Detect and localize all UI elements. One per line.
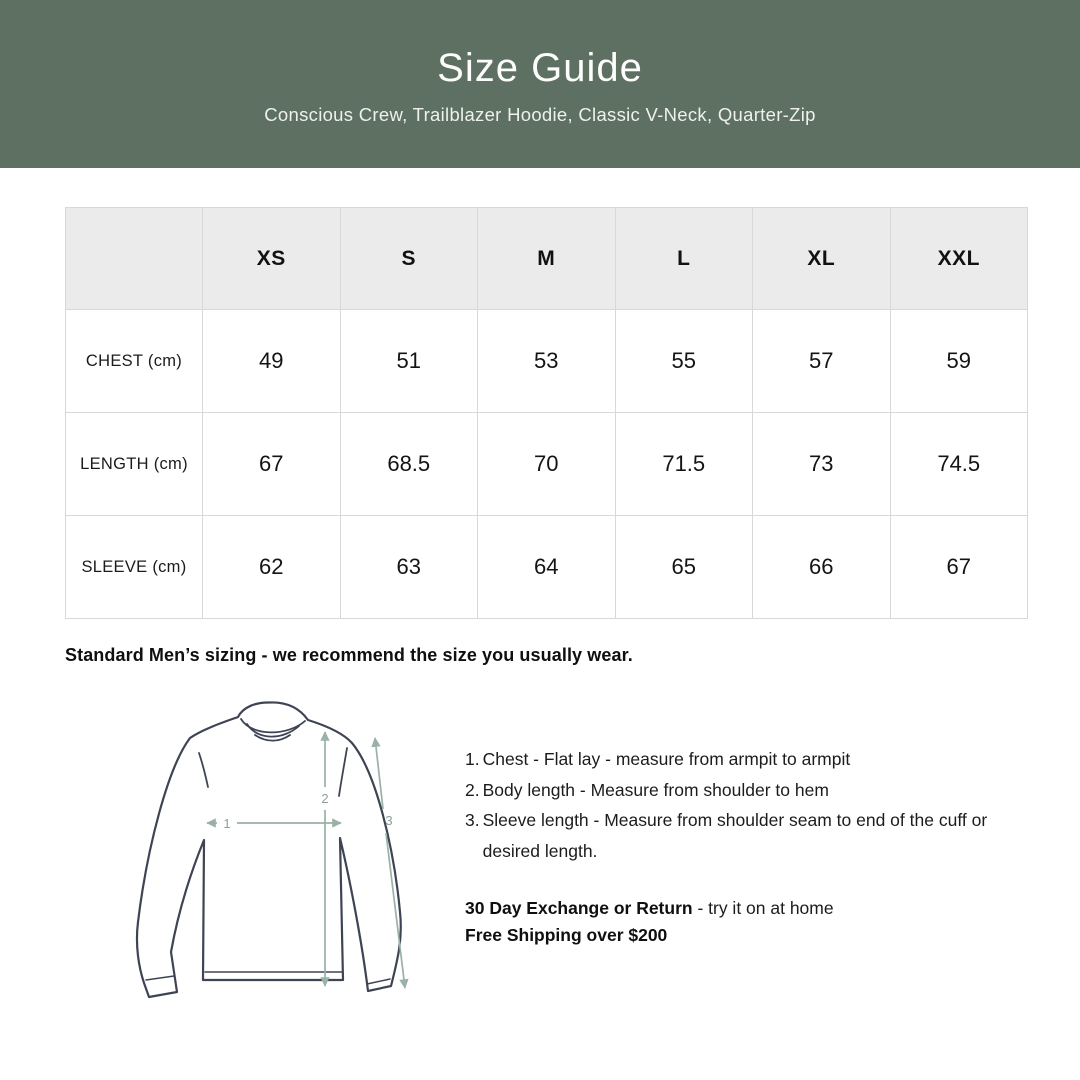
size-column-m: M	[477, 207, 616, 310]
chest-value-m: 53	[477, 309, 616, 413]
chest-value-l: 55	[614, 309, 753, 413]
sizing-note: Standard Men’s sizing - we recommend the…	[65, 645, 633, 665]
policy-block: 30 Day Exchange or Return - try it on at…	[465, 895, 1000, 949]
measure-info-column: 1. Chest - Flat lay - measure from armpi…	[465, 744, 1000, 949]
size-table-header-row: XS S M L XL XXL	[65, 207, 1028, 310]
instruction-item-body-length: 2. Body length - Measure from shoulder t…	[465, 775, 1000, 806]
length-value-l: 71.5	[614, 412, 753, 516]
sleeve-arrow	[385, 832, 409, 989]
length-value-xl: 73	[752, 412, 891, 516]
length-value-xxl: 74.5	[889, 412, 1028, 516]
instruction-item-chest: 1. Chest - Flat lay - measure from armpi…	[465, 744, 1000, 775]
header-banner: Size Guide Conscious Crew, Trailblazer H…	[0, 0, 1080, 168]
instruction-number: 3.	[465, 810, 480, 830]
table-row-sleeve: SLEEVE (cm) 62 63 64 65 66 67	[65, 515, 1028, 619]
return-policy-bold: 30 Day Exchange or Return	[465, 898, 693, 918]
length-arrow-label: 2	[321, 791, 328, 806]
instruction-text: Chest - Flat lay - measure from armpit t…	[482, 749, 851, 769]
size-column-l: L	[614, 207, 753, 310]
shipping-policy-line: Free Shipping over $200	[465, 925, 668, 945]
instruction-text: Sleeve length - Measure from shoulder se…	[482, 810, 988, 861]
sleeve-arrow	[371, 737, 384, 810]
size-column-s: S	[339, 207, 478, 310]
table-row-length: LENGTH (cm) 67 68.5 70 71.5 73 74.5	[65, 412, 1028, 516]
instruction-text: Body length - Measure from shoulder to h…	[482, 779, 829, 800]
sleeve-value-xl: 66	[752, 515, 891, 619]
shirt-detail-lines	[145, 718, 391, 985]
sleeve-value-s: 63	[339, 515, 478, 619]
measurement-arrows	[206, 731, 409, 989]
size-column-xxl: XXL	[889, 207, 1028, 310]
page-subtitle: Conscious Crew, Trailblazer Hoodie, Clas…	[264, 104, 816, 125]
sleeve-value-l: 65	[614, 515, 753, 619]
chest-value-xl: 57	[752, 309, 891, 413]
instruction-number: 1.	[465, 749, 480, 769]
sleeve-value-xs: 62	[202, 515, 341, 619]
size-column-xs: XS	[202, 207, 341, 310]
sleeve-value-xxl: 67	[889, 515, 1028, 619]
return-policy-line: 30 Day Exchange or Return - try it on at…	[465, 895, 1000, 922]
chest-value-xs: 49	[202, 309, 341, 413]
shirt-measurement-diagram: 1 2 3	[135, 701, 409, 999]
size-table: XS S M L XL XXL CHEST (cm) 49 51 53 55 5…	[65, 207, 1028, 619]
measure-instructions: 1. Chest - Flat lay - measure from armpi…	[465, 744, 1000, 866]
chest-arrow-label: 1	[223, 816, 230, 831]
sleeve-arrow-label: 3	[385, 813, 392, 828]
shirt-outline	[135, 701, 402, 999]
chest-value-xxl: 59	[889, 309, 1028, 413]
return-policy-rest: - try it on at home	[692, 898, 834, 918]
size-table-corner-cell	[65, 207, 203, 310]
length-value-m: 70	[477, 412, 616, 516]
row-label-length: LENGTH (cm)	[65, 412, 203, 516]
length-value-xs: 67	[202, 412, 341, 516]
instruction-number: 2.	[465, 779, 480, 800]
length-value-s: 68.5	[339, 412, 478, 516]
size-column-xl: XL	[752, 207, 891, 310]
page-title: Size Guide	[437, 46, 643, 90]
row-label-chest: CHEST (cm)	[65, 309, 203, 413]
row-label-sleeve: SLEEVE (cm)	[65, 515, 203, 619]
instruction-item-sleeve-length: 3. Sleeve length - Measure from shoulder…	[465, 805, 1000, 866]
sleeve-value-m: 64	[477, 515, 616, 619]
table-row-chest: CHEST (cm) 49 51 53 55 57 59	[65, 309, 1028, 413]
chest-value-s: 51	[339, 309, 478, 413]
